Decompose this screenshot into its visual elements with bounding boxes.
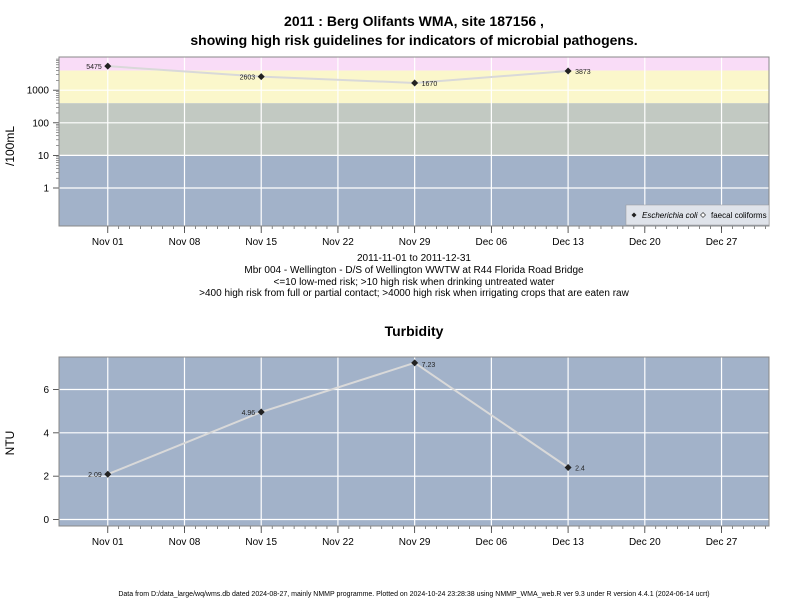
ecoli-point [257,73,265,81]
legend-box [625,204,770,226]
microbial-panel: Nov 01 Nov 08 Nov 15 Nov 22 Nov 29 Dec 06 Dec … [3,56,770,248]
bottom-grid [59,357,769,526]
x-tick-label: Dec 27 [706,537,738,548]
caption-date-range: 2011-11-01 to 2011-12-31 [357,253,471,264]
turbidity-panel: Nov 01 Nov 08 Nov 15 Nov 22 Nov 29 Dec 06 Dec … [3,356,770,548]
ecoli-point [104,62,112,70]
ecoli-point [411,79,419,87]
y-tick-label: 2 [43,472,49,483]
turbidity-point [104,470,112,478]
x-tick-label: Dec 20 [629,237,661,248]
ecoli-data-label: 1670 [422,81,438,88]
x-tick-label: Nov 15 [245,237,277,248]
x-tick-label: Nov 22 [322,537,354,548]
y-tick-label: 10 [38,151,50,162]
turbidity-data-label: 2.4 [575,466,585,473]
legend-entry-ecoli: Escherichia coli [642,211,698,220]
x-tick-label: Nov 01 [92,237,124,248]
ecoli-point [564,67,572,75]
footer-note: Data from D:/data_large/wq/wms.db dated … [118,591,709,598]
x-tick-label: Nov 01 [92,537,124,548]
caption-site: Mbr 004 - Wellington - D/S of Wellington… [244,265,584,276]
x-tick-label: Dec 06 [476,537,508,548]
x-tick-label: Dec 13 [552,537,584,548]
x-tick-label: Nov 08 [169,237,201,248]
x-tick-label: Nov 22 [322,237,354,248]
ecoli-data-label: 5475 [86,64,102,71]
bottom-y-axis-label: NTU [3,431,17,456]
top-x-axis: Nov 01 Nov 08 Nov 15 Nov 22 Nov 29 Dec 06 Dec … [92,226,766,248]
x-tick-label: Nov 29 [399,237,431,248]
y-tick-label: 1000 [27,86,50,97]
top-y-axis: 1 10 100 1000 [27,58,59,195]
x-tick-label: Dec 13 [552,237,584,248]
band-high [59,70,769,104]
top-y-axis-label: /100mL [3,126,17,166]
x-tick-label: Nov 29 [399,537,431,548]
y-tick-label: 6 [43,385,49,396]
turbidity-background [59,357,769,526]
turbidity-line [107,361,569,476]
band-top [59,57,769,71]
bottom-panel-border [58,356,770,527]
legend-marker-faecal [700,212,706,218]
x-tick-label: Dec 27 [706,237,738,248]
x-tick-label: Dec 20 [629,537,661,548]
bottom-y-axis: 0 2 4 6 [43,385,59,526]
band-mid [59,103,769,156]
legend-entry-faecal: faecal coliforms [711,211,767,220]
bottom-x-axis: Nov 01 Nov 08 Nov 15 Nov 22 Nov 29 Dec 06 Dec … [92,526,766,548]
y-tick-label: 100 [32,118,49,129]
x-tick-label: Nov 15 [245,537,277,548]
x-tick-label: Dec 06 [476,237,508,248]
turbidity-data-label: 4.96 [242,410,256,417]
top-panel-border [58,56,770,227]
turbidity-data-label: 2.09 [88,472,102,479]
turbidity-point [257,408,265,416]
main-title-line2: showing high risk guidelines for indicat… [190,32,637,48]
turbidity-series: 2.09 4.96 7.23 2.4 [88,359,585,479]
y-tick-label: 1 [43,184,49,195]
main-title-line1: 2011 : Berg Olifants WMA, site 187156 , [284,13,544,29]
caption-contact-risk: >400 high risk from full or partial cont… [199,288,629,299]
legend: Escherichia coli faecal coliforms [625,204,770,226]
ecoli-series: 5475 2603 1670 3873 [86,62,591,88]
legend-marker-ecoli [631,212,637,218]
ecoli-data-label: 3873 [575,69,591,76]
caption-drinking-risk: <=10 low-med risk; >10 high risk when dr… [274,277,556,288]
y-tick-label: 4 [43,428,49,439]
x-tick-label: Nov 08 [169,537,201,548]
turbidity-title: Turbidity [385,323,444,339]
ecoli-data-label: 2603 [240,75,256,82]
turbidity-point [564,464,572,471]
ecoli-line [107,65,569,84]
turbidity-data-label: 7.23 [422,362,436,369]
turbidity-point [411,359,419,367]
y-tick-label: 0 [43,515,49,526]
